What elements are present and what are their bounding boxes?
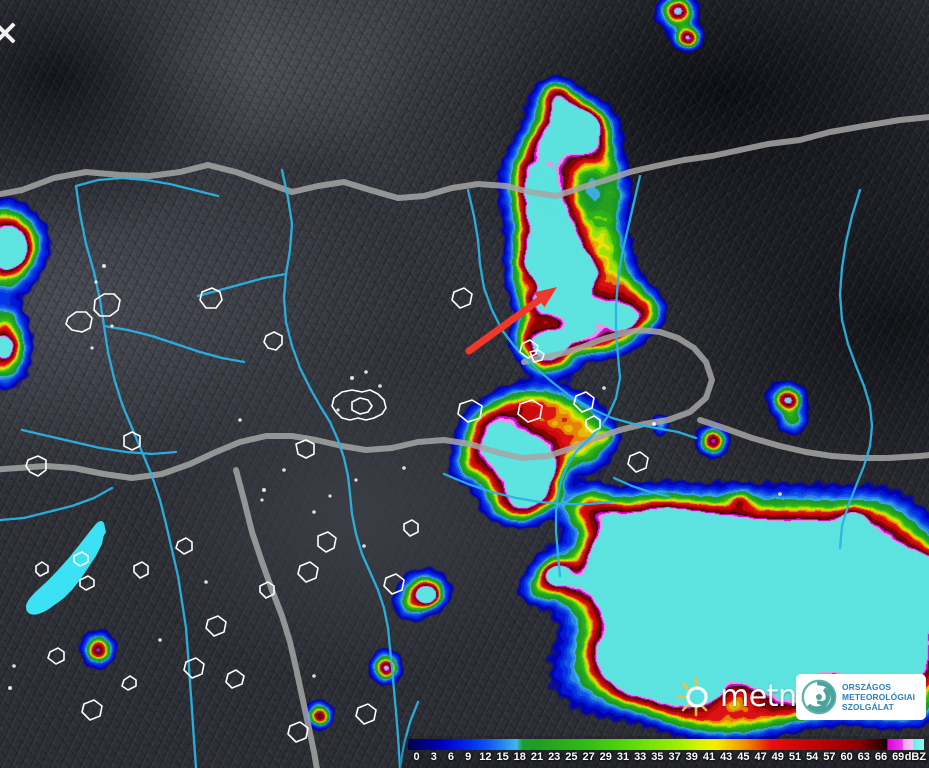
legend-tick: 27 xyxy=(582,751,595,763)
legend-tick: 31 xyxy=(616,751,630,763)
legend-tick: 23 xyxy=(548,751,561,763)
legend-tick: 47 xyxy=(754,751,767,763)
lake-balaton-body xyxy=(26,521,105,615)
legend-tick: 57 xyxy=(823,751,836,763)
legend-tick: 12 xyxy=(479,751,492,763)
country-borders xyxy=(0,114,929,768)
legend-tick: 39 xyxy=(685,751,698,763)
legend-tick: 15 xyxy=(496,751,509,763)
legend-tick: 66 xyxy=(874,751,888,763)
omsz-name: ORSZÁGOS METEOROLÓGIAI SZOLGÁLAT xyxy=(842,682,915,713)
reflectivity-legend[interactable]: 0 3 6 9 12 15 18 21 23 25 27 29 31 33 35 37 39 41 43 45 47 49… xyxy=(408,739,927,766)
legend-tick: 63 xyxy=(857,751,870,763)
omsz-line-3: SZOLGÁLAT xyxy=(842,702,894,713)
legend-tick: 6 xyxy=(447,751,455,763)
legend-tick: 69 xyxy=(892,751,905,763)
legend-gradient-strip xyxy=(408,739,924,750)
legend-tick: 18 xyxy=(513,751,526,763)
legend-tick: 51 xyxy=(788,751,802,763)
legend-tick: 45 xyxy=(737,751,750,763)
close-icon[interactable] xyxy=(0,18,19,48)
legend-tick: 3 xyxy=(430,751,437,763)
legend-tick: 43 xyxy=(720,751,733,763)
red-arrow-icon xyxy=(465,287,557,355)
legend-tick: 54 xyxy=(806,751,819,763)
village-dots xyxy=(8,264,782,690)
legend-tick: 37 xyxy=(668,751,681,763)
legend-tick: dBZ xyxy=(904,751,927,763)
legend-tick: 60 xyxy=(840,751,853,763)
legend-tick: 29 xyxy=(599,751,612,763)
legend-tick: 25 xyxy=(565,751,578,763)
spiral-icon xyxy=(801,679,837,715)
omsz-line-2: METEOROLÓGIAI xyxy=(842,691,916,702)
legend-tick: 9 xyxy=(465,751,472,763)
legend-tick-labels: 0 3 6 9 12 15 18 21 23 25 27 29 31 33 35 37 39 41 43 45 47 49… xyxy=(408,751,927,766)
legend-tick: 49 xyxy=(771,751,784,763)
legend-tick: 0 xyxy=(413,751,420,763)
omsz-logo: ORSZÁGOS METEOROLÓGIAI SZOLGÁLAT xyxy=(796,674,926,720)
city-outlines xyxy=(25,287,649,743)
legend-tick: 33 xyxy=(634,751,647,763)
legend-tick: 21 xyxy=(530,751,544,763)
omsz-line-1: ORSZÁGOS xyxy=(842,681,892,692)
legend-tick: 41 xyxy=(702,751,716,763)
legend-tick: 35 xyxy=(651,751,664,763)
